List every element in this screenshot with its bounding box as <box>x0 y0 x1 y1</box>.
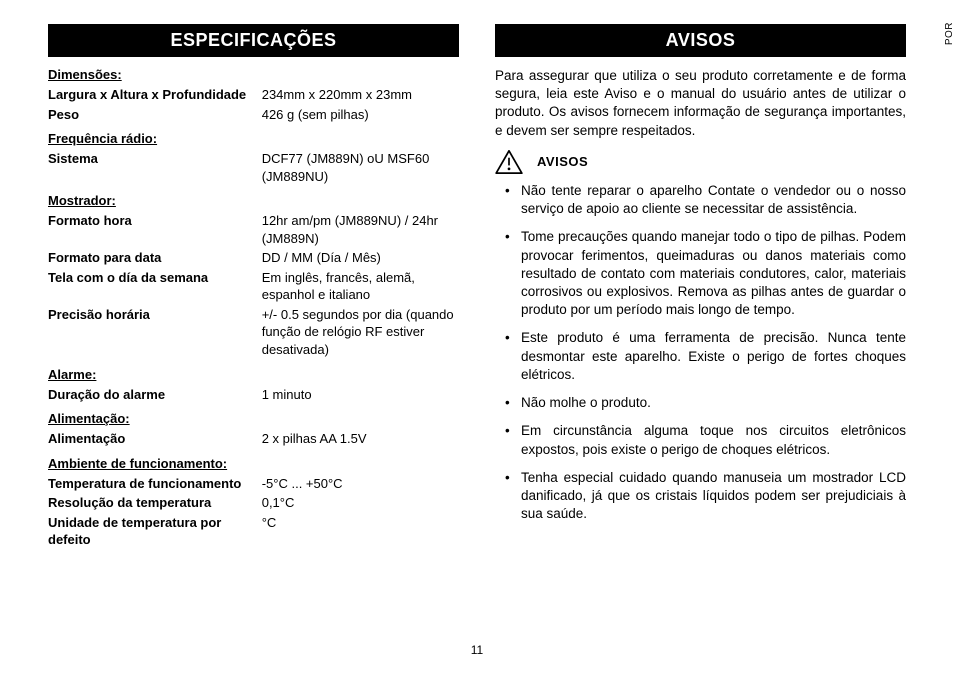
spec-key: Formato para data <box>48 249 262 267</box>
spec-key: Sistema <box>48 150 262 185</box>
spec-section-label: Alarme: <box>48 367 459 382</box>
spec-row: Unidade de temperatura por defeito°C <box>48 514 459 549</box>
spec-row: Formato para dataDD / MM (Día / Mês) <box>48 249 459 267</box>
spec-value: 12hr am/pm (JM889NU) / 24hr (JM889N) <box>262 212 459 247</box>
language-tag: POR <box>944 22 954 45</box>
right-column: AVISOS Para assegurar que utiliza o seu … <box>495 24 906 551</box>
spec-row: Temperatura de funcionamento-5°C ... +50… <box>48 475 459 493</box>
spec-row: SistemaDCF77 (JM889N) oU MSF60 (JM889NU) <box>48 150 459 185</box>
avisos-bullet: Tenha especial cuidado quando manuseia u… <box>521 469 906 524</box>
spec-key: Duração do alarme <box>48 386 262 404</box>
spec-value: DCF77 (JM889N) oU MSF60 (JM889NU) <box>262 150 459 185</box>
spec-value: 234mm x 220mm x 23mm <box>262 86 459 104</box>
spec-section-label: Mostrador: <box>48 193 459 208</box>
spec-section-label: Dimensões: <box>48 67 459 82</box>
spec-key: Unidade de temperatura por defeito <box>48 514 262 549</box>
spec-key: Formato hora <box>48 212 262 247</box>
avisos-bullet: Não molhe o produto. <box>521 394 906 412</box>
spec-value: 2 x pilhas AA 1.5V <box>262 430 459 448</box>
spec-heading: ESPECIFICAÇÕES <box>48 24 459 57</box>
spec-key: Alimentação <box>48 430 262 448</box>
avisos-heading: AVISOS <box>495 24 906 57</box>
spec-row: Tela com o día da semanaEm inglês, franc… <box>48 269 459 304</box>
spec-value: -5°C ... +50°C <box>262 475 459 493</box>
spec-section-label: Alimentação: <box>48 411 459 426</box>
spec-key: Resolução da temperatura <box>48 494 262 512</box>
avisos-bullet: Em circunstância alguma toque nos circui… <box>521 422 906 458</box>
warning-icon <box>495 150 523 174</box>
spec-value: DD / MM (Día / Mês) <box>262 249 459 267</box>
avisos-bullet: Este produto é uma ferramenta de precisã… <box>521 329 906 384</box>
spec-value: 426 g (sem pilhas) <box>262 106 459 124</box>
spec-key: Largura x Altura x Profundidade <box>48 86 262 104</box>
left-column: ESPECIFICAÇÕES Dimensões: Largura x Altur… <box>48 24 459 551</box>
spec-value: Em inglês, francês, alemã, espanhol e it… <box>262 269 459 304</box>
spec-row: Peso426 g (sem pilhas) <box>48 106 459 124</box>
spec-value: °C <box>262 514 459 549</box>
spec-row: Precisão horária+/- 0.5 segundos por dia… <box>48 306 459 359</box>
spec-value: 1 minuto <box>262 386 459 404</box>
spec-section-label: Ambiente de funcionamento: <box>48 456 459 471</box>
spec-row: Alimentação2 x pilhas AA 1.5V <box>48 430 459 448</box>
avisos-subheading: AVISOS <box>537 154 588 169</box>
spec-key: Precisão horária <box>48 306 262 359</box>
spec-row: Largura x Altura x Profundidade234mm x 2… <box>48 86 459 104</box>
spec-key: Peso <box>48 106 262 124</box>
page-body: ESPECIFICAÇÕES Dimensões: Largura x Altur… <box>0 0 954 551</box>
avisos-bullet: Não tente reparar o aparelho Contate o v… <box>521 182 906 218</box>
avisos-subhead-row: AVISOS <box>495 150 906 174</box>
spec-key: Temperatura de funcionamento <box>48 475 262 493</box>
avisos-intro: Para assegurar que utiliza o seu produto… <box>495 67 906 140</box>
spec-row: Formato hora12hr am/pm (JM889NU) / 24hr … <box>48 212 459 247</box>
spec-row: Duração do alarme1 minuto <box>48 386 459 404</box>
spec-value: 0,1°C <box>262 494 459 512</box>
avisos-bullet: Tome precauções quando manejar todo o ti… <box>521 228 906 319</box>
spec-key: Tela com o día da semana <box>48 269 262 304</box>
spec-section-label: Frequência rádio: <box>48 131 459 146</box>
spec-value: +/- 0.5 segundos por dia (quando função … <box>262 306 459 359</box>
page-number: 11 <box>0 643 954 657</box>
spec-row: Resolução da temperatura0,1°C <box>48 494 459 512</box>
avisos-list: Não tente reparar o aparelho Contate o v… <box>495 182 906 524</box>
